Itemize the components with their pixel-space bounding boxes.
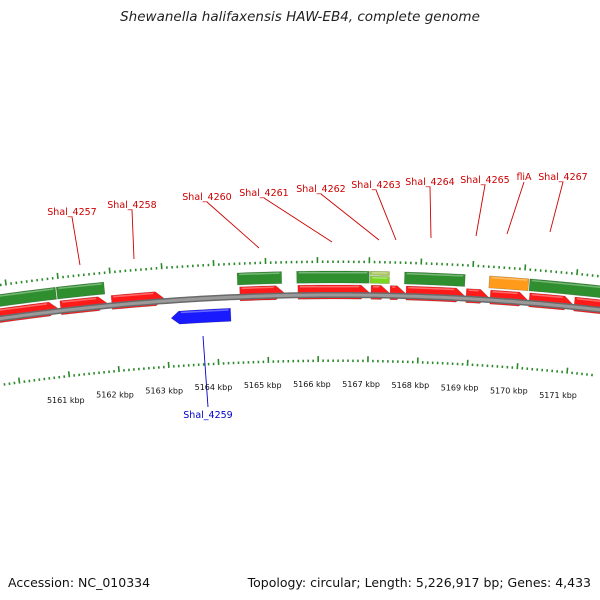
feature-highlight [180, 309, 229, 314]
gene-label: Shal_4258 [107, 200, 156, 211]
inner-tick [117, 366, 120, 373]
outer-tick [56, 272, 59, 280]
genome-backbone [0, 293, 600, 321]
feature-highlight [113, 292, 154, 298]
gene-label: Shal_4260 [182, 192, 231, 203]
gene-label: Shal_4264 [405, 177, 454, 188]
gene-label: Shal_4262 [296, 184, 345, 195]
inner-tick [67, 371, 71, 378]
outer-tick [108, 267, 111, 274]
leader-line [206, 201, 260, 249]
kbp-label: 5165 kbp [244, 381, 282, 390]
outer-tick [4, 279, 7, 286]
inner-tick [566, 367, 569, 374]
gene-label: Shal_4261 [239, 188, 288, 199]
gene-label: Shal_4265 [460, 175, 509, 186]
genome-title: Shewanella halifaxensis HAW-EB4, complet… [120, 9, 480, 25]
outer-tick [576, 269, 579, 276]
leader-line [375, 189, 397, 241]
feature-highlight [239, 272, 280, 276]
kbp-label: 5166 kbp [293, 380, 331, 389]
leader-line [429, 186, 432, 239]
feature-highlight [61, 297, 97, 303]
feature-highlight [408, 286, 455, 291]
leader-line [202, 335, 209, 408]
leader-line [475, 184, 486, 237]
leader-line [549, 181, 564, 233]
kbp-label: 5161 kbp [47, 396, 85, 405]
gene-block [0, 286, 57, 307]
feature-highlight [492, 290, 518, 295]
tick-layer [0, 257, 599, 386]
gene-label: Shal_4263 [351, 180, 400, 191]
backbone-layer [0, 292, 600, 322]
leader-line [320, 193, 380, 241]
gene-block [236, 271, 283, 286]
kbp-label: 5167 kbp [342, 380, 380, 389]
feature-highlight [468, 289, 479, 292]
gene-block [404, 271, 466, 287]
gene-label: fliA [516, 172, 532, 183]
feature-highlight [241, 286, 274, 290]
kbp-label: 5164 kbp [195, 383, 233, 392]
label-layer: 5161 kbp 5162 kbp 5163 kbp 5164 kbp 5165 kbp… [47, 172, 588, 421]
gene-label: Shal_4267 [538, 172, 587, 183]
leader-line [263, 197, 333, 243]
leader-line [506, 181, 525, 235]
feature-highlight [531, 279, 600, 289]
feature-highlight [406, 272, 464, 277]
gene-block [369, 275, 390, 284]
accession-label: Accession: NC_010334 [8, 575, 151, 590]
gene-block [528, 278, 600, 298]
kbp-label: 5168 kbp [392, 381, 430, 390]
kbp-label: 5169 kbp [441, 383, 479, 392]
feature-highlight [0, 303, 48, 311]
reverse-cds-arrow [170, 307, 232, 325]
kbp-label: 5171 kbp [539, 391, 577, 400]
feature-highlight [491, 276, 527, 281]
kbp-label: 5163 kbp [145, 386, 183, 395]
gene-block [369, 270, 390, 276]
leader-line [71, 216, 81, 266]
gene-block [296, 270, 370, 284]
feature-highlight [58, 283, 102, 290]
feature-highlight [576, 298, 600, 302]
gene-block [488, 275, 530, 292]
gene-label: Shal_4257 [47, 207, 96, 218]
feature-highlight [531, 293, 563, 299]
kbp-label: 5170 kbp [490, 387, 528, 396]
gene-block [55, 281, 106, 300]
topology-label: Topology: circular; Length: 5,226,917 bp… [247, 575, 591, 590]
leader-line [131, 209, 135, 260]
feature-highlight [0, 288, 54, 297]
gene-label: Shal_4259 [183, 410, 232, 421]
leader-layer [71, 181, 564, 408]
inner-tick [17, 377, 21, 384]
kbp-label: 5162 kbp [96, 391, 134, 400]
